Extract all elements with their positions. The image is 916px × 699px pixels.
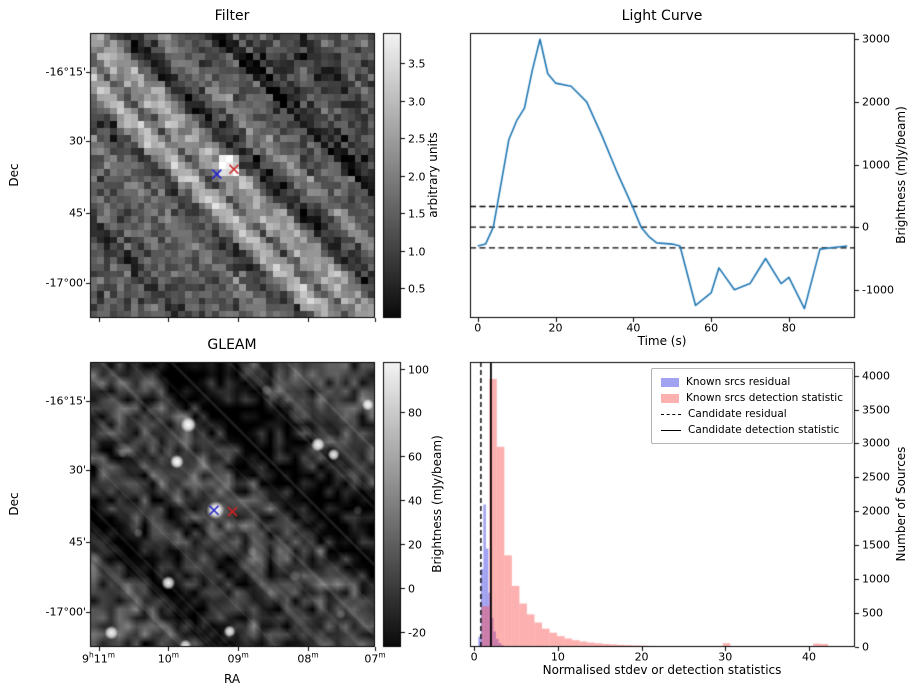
gleam-colorbar-tick-label: 60 bbox=[408, 450, 422, 463]
legend-entry: Known srcs residual bbox=[661, 374, 843, 390]
legend-patch-swatch bbox=[661, 377, 680, 387]
light-curve-y-tick-label: 3000 bbox=[862, 32, 890, 46]
histogram-y-tick-label: 2000 bbox=[862, 504, 890, 518]
legend-label: Known srcs residual bbox=[686, 376, 791, 388]
gleam-y-tick-label: -17°00' bbox=[45, 605, 87, 619]
legend-dashed-line-swatch bbox=[661, 413, 682, 415]
filter-colorbar-tick-label: 2.5 bbox=[408, 132, 426, 145]
filter-y-tick-label: 30' bbox=[68, 134, 86, 148]
legend-label: Known srcs detection statistic bbox=[686, 392, 843, 404]
gleam-x-tick-label: 08m bbox=[297, 650, 319, 666]
gleam-colorbar-tick-label: -20 bbox=[408, 626, 426, 639]
light-curve-x-tick-label: 60 bbox=[704, 321, 719, 335]
light-curve-y-tick-label: 2000 bbox=[862, 95, 890, 109]
histogram-x-tick-label: 40 bbox=[801, 650, 816, 664]
gleam-x-tick-label: 10m bbox=[157, 650, 180, 666]
filter-colorbar-label: arbitrary units bbox=[426, 132, 440, 218]
gleam-y-tick-label: 45' bbox=[68, 535, 86, 549]
filter-colorbar-tick-label: 0.5 bbox=[408, 282, 426, 295]
histogram-y-tick-label: 1000 bbox=[862, 572, 890, 586]
legend-entry: Known srcs detection statistic bbox=[661, 390, 843, 406]
histogram-x-tick-label: 20 bbox=[634, 650, 649, 664]
light-curve-y-axis-label: Brightness (mJy/beam) bbox=[894, 106, 908, 244]
light-curve-x-tick-label: 40 bbox=[626, 321, 641, 335]
gleam-colorbar-tick-label: 100 bbox=[408, 363, 429, 376]
histogram-y-tick-label: 2500 bbox=[862, 470, 890, 484]
histogram-legend: Known srcs residual Known srcs detection … bbox=[651, 368, 853, 444]
light-curve-x-tick-label: 20 bbox=[548, 321, 563, 335]
legend-solid-line-swatch bbox=[661, 429, 682, 431]
gleam-y-axis-label: Dec bbox=[7, 492, 21, 516]
gleam-y-tick-label: 30' bbox=[68, 463, 86, 477]
light-curve-y-tick-label: 0 bbox=[862, 220, 869, 234]
histogram-y-tick-label: 0 bbox=[862, 640, 869, 654]
filter-y-tick-label: -16°15' bbox=[45, 65, 87, 79]
gleam-plot-title: GLEAM bbox=[207, 337, 257, 353]
gleam-x-tick-label: 09m bbox=[227, 650, 249, 666]
legend-patch-swatch bbox=[661, 393, 680, 403]
gleam-colorbar-tick-label: 20 bbox=[408, 538, 422, 551]
light-curve-x-tick-label: 80 bbox=[781, 321, 796, 335]
histogram-y-tick-label: 1500 bbox=[862, 538, 890, 552]
gleam-y-tick-label: -16°15' bbox=[45, 394, 87, 408]
filter-colorbar-tick-label: 1.5 bbox=[408, 207, 426, 220]
filter-colorbar-tick-label: 3.0 bbox=[408, 95, 426, 108]
filter-y-tick-label: 45' bbox=[68, 206, 86, 220]
histogram-x-tick-label: 0 bbox=[470, 650, 478, 664]
gleam-colorbar-tick-label: 80 bbox=[408, 406, 422, 419]
legend-entry: Candidate residual bbox=[661, 406, 843, 422]
histogram-y-tick-label: 4000 bbox=[862, 369, 890, 383]
light-curve-x-tick-label: 0 bbox=[474, 321, 482, 335]
histogram-y-tick-label: 3500 bbox=[862, 403, 890, 416]
legend-entry: Candidate detection statistic bbox=[661, 422, 843, 438]
gleam-colorbar-label: Brightness (mJy/beam) bbox=[430, 435, 444, 573]
filter-colorbar-tick-label: 1.0 bbox=[408, 245, 426, 258]
histogram-x-axis-label: Normalised stdev or detection statistics bbox=[542, 663, 782, 677]
filter-y-tick-label: -17°00' bbox=[45, 276, 87, 290]
gleam-x-axis-label: RA bbox=[223, 672, 241, 686]
filter-y-axis-label: Dec bbox=[7, 163, 21, 187]
filter-colorbar-tick-label: 2.0 bbox=[408, 170, 426, 183]
filter-plot-title: Filter bbox=[214, 8, 250, 24]
gleam-colorbar-tick-label: 0 bbox=[408, 582, 415, 595]
legend-label: Candidate detection statistic bbox=[688, 424, 840, 436]
histogram-x-tick-label: 30 bbox=[718, 650, 733, 664]
light-curve-y-tick-label: 1000 bbox=[862, 158, 890, 172]
histogram-y-axis-label: Number of Sources bbox=[894, 446, 908, 562]
light-curve-x-axis-label: Time (s) bbox=[637, 334, 687, 348]
gleam-x-tick-label: 9h11m bbox=[82, 650, 116, 666]
histogram-y-tick-label: 500 bbox=[862, 606, 883, 620]
histogram-x-tick-label: 10 bbox=[550, 650, 565, 664]
legend-label: Candidate residual bbox=[688, 408, 787, 420]
light-curve-y-tick-label: -1000 bbox=[862, 283, 894, 297]
histogram-y-tick-label: 3000 bbox=[862, 436, 890, 450]
light-curve-plot-title: Light Curve bbox=[621, 8, 703, 24]
gleam-colorbar-tick-label: 40 bbox=[408, 494, 422, 507]
filter-colorbar-tick-label: 3.5 bbox=[408, 57, 426, 70]
gleam-x-tick-label: 07m bbox=[364, 650, 386, 666]
